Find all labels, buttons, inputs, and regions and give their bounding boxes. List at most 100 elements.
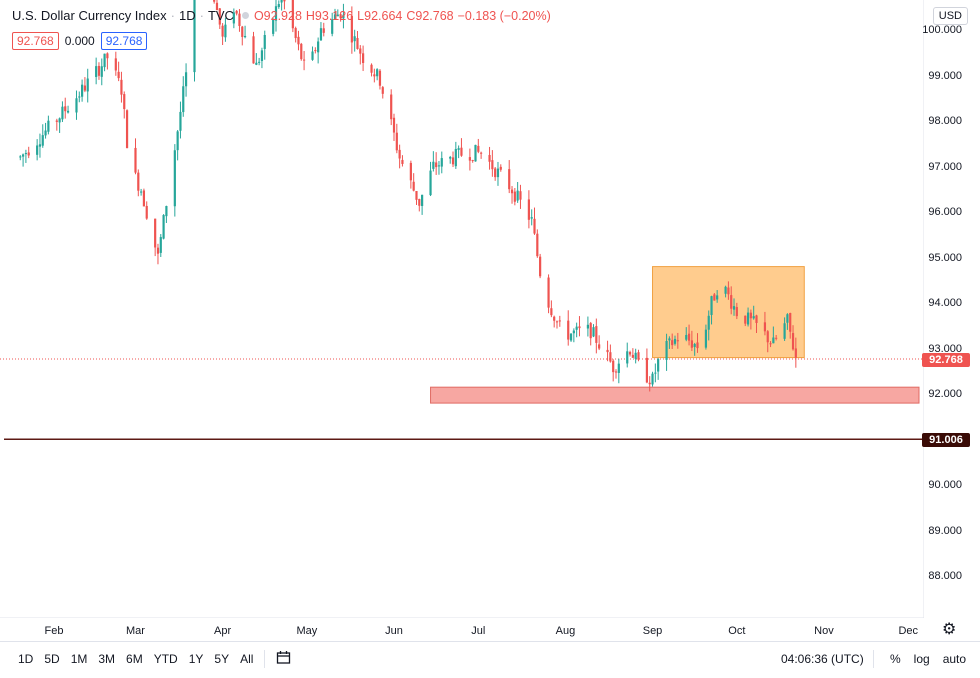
candle-body xyxy=(458,148,460,150)
candle xyxy=(786,313,788,330)
candle xyxy=(143,189,145,207)
candle-body xyxy=(185,72,187,86)
candle-body xyxy=(449,157,451,159)
candle-body xyxy=(162,215,164,239)
candle-body xyxy=(281,0,283,3)
range-button-3m[interactable]: 3M xyxy=(98,652,116,666)
candle-body xyxy=(730,295,732,309)
candle xyxy=(657,358,659,380)
bid-price-button[interactable]: 92.768 xyxy=(12,32,59,50)
candle xyxy=(252,32,254,64)
candle-body xyxy=(477,146,479,152)
candle xyxy=(382,86,384,99)
candle-body xyxy=(590,323,592,338)
ask-price-button[interactable]: 92.768 xyxy=(100,32,148,50)
range-button-5d[interactable]: 5D xyxy=(44,652,60,666)
candle-body xyxy=(379,71,381,86)
candle xyxy=(795,338,797,368)
candle-body xyxy=(292,0,294,28)
x-tick-label: Nov xyxy=(814,625,834,637)
candle xyxy=(472,160,474,163)
candle xyxy=(716,290,718,303)
range-button-all[interactable]: All xyxy=(240,652,254,666)
range-button-6m[interactable]: 6M xyxy=(126,652,143,666)
candle xyxy=(126,109,128,148)
range-button-1d[interactable]: 1D xyxy=(18,652,34,666)
range-button-1y[interactable]: 1Y xyxy=(188,652,204,666)
candle-body xyxy=(488,155,490,162)
candle xyxy=(157,244,159,264)
utc-clock[interactable]: 04:06:36 (UTC) xyxy=(781,652,864,666)
candle-body xyxy=(334,14,336,18)
candle-body xyxy=(570,334,572,341)
candle xyxy=(772,327,774,344)
candle xyxy=(47,116,49,135)
candle xyxy=(435,152,437,175)
candle-body xyxy=(767,331,769,342)
toolbar-divider xyxy=(264,650,265,668)
candle xyxy=(351,6,353,53)
currency-button[interactable]: USD xyxy=(932,7,968,25)
candle xyxy=(691,331,693,351)
candle-body xyxy=(174,150,176,206)
candle-body xyxy=(370,65,372,73)
candle xyxy=(19,155,21,160)
candle-body xyxy=(598,344,600,348)
range-button-5y[interactable]: 5Y xyxy=(214,652,230,666)
candle xyxy=(576,323,578,338)
candle-body xyxy=(553,317,555,321)
candle xyxy=(595,319,597,354)
candle xyxy=(331,13,333,36)
candle-body xyxy=(241,27,243,37)
goto-date-calendar-icon[interactable] xyxy=(276,650,291,668)
range-button-ytd[interactable]: YTD xyxy=(153,652,178,666)
percent-scale-toggle[interactable]: % xyxy=(890,652,901,666)
log-scale-toggle[interactable]: log xyxy=(913,652,930,666)
settings-gear-icon[interactable]: ⚙ xyxy=(942,621,957,638)
candle xyxy=(474,145,476,162)
candle-body xyxy=(160,237,162,253)
candle xyxy=(508,160,510,193)
support-price-tag: 91.006 xyxy=(922,433,970,447)
candle xyxy=(764,312,766,335)
candle xyxy=(750,310,752,330)
candle xyxy=(452,152,454,168)
candle xyxy=(396,124,398,153)
candle-body xyxy=(75,98,77,112)
candle xyxy=(281,0,283,11)
candle-body xyxy=(418,199,420,206)
candle xyxy=(303,51,305,70)
candle xyxy=(747,308,749,327)
candle xyxy=(410,161,412,189)
candle-body xyxy=(612,361,614,372)
candle xyxy=(255,53,257,65)
candle xyxy=(441,152,443,174)
candle-body xyxy=(772,338,774,344)
candle-body xyxy=(472,160,474,161)
candle-body xyxy=(494,168,496,177)
auto-scale-toggle[interactable]: auto xyxy=(942,652,967,666)
x-tick-label: Oct xyxy=(728,625,746,637)
range-button-1m[interactable]: 1M xyxy=(70,652,88,666)
candle-body xyxy=(789,313,791,332)
y-tick-label: 93.000 xyxy=(928,342,962,355)
candle-body xyxy=(376,69,378,76)
y-tick-label: 89.000 xyxy=(928,524,962,537)
source-label: TVC xyxy=(207,8,234,23)
scale-options: % log auto xyxy=(890,652,966,666)
candle-body xyxy=(455,149,457,166)
candle xyxy=(592,324,594,337)
interval-label[interactable]: 1D xyxy=(178,8,196,23)
candle-body xyxy=(775,338,777,339)
candle-body xyxy=(651,374,653,385)
candle-body xyxy=(193,0,195,72)
candle xyxy=(696,333,698,353)
candle xyxy=(491,150,493,177)
chart-area[interactable]: U.S. Dollar Currency Index · 1D · TVC O9… xyxy=(0,0,980,640)
candle-body xyxy=(668,338,670,340)
candle xyxy=(418,199,420,212)
candle xyxy=(300,43,302,61)
price-chart[interactable] xyxy=(0,0,980,640)
candle xyxy=(264,31,266,60)
candle xyxy=(379,69,381,89)
